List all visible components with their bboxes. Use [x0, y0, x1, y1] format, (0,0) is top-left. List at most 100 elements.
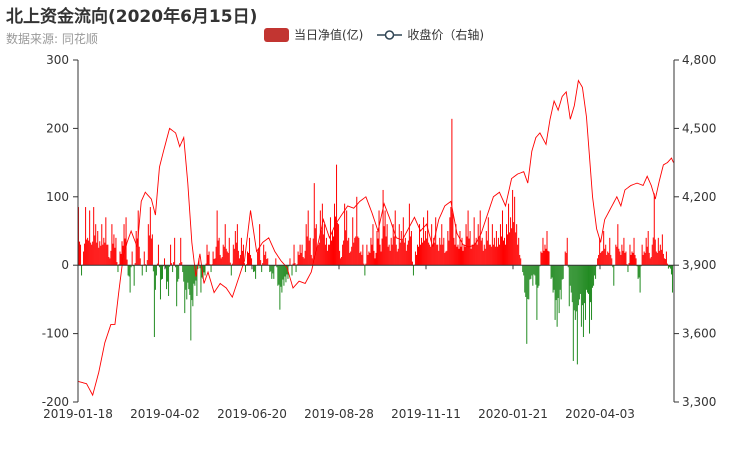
bar-150	[229, 262, 231, 266]
bar-231	[311, 258, 313, 266]
bar-136	[215, 246, 217, 266]
x-tick-label-0: 2019-01-18	[43, 407, 113, 421]
bar-562	[646, 246, 648, 266]
bar-513	[597, 258, 599, 266]
bar-245	[325, 237, 327, 266]
bar-382	[464, 246, 466, 266]
bar-238	[318, 242, 320, 266]
bar-515	[599, 237, 601, 266]
legend-item-bar[interactable]: 当日净值(亿)	[264, 26, 363, 43]
bar-252	[333, 236, 334, 266]
bar-387	[469, 231, 471, 266]
bar-139	[218, 237, 220, 266]
bar-505	[589, 265, 591, 334]
bar-246	[326, 250, 328, 266]
bar-305	[386, 224, 388, 266]
bar-537	[621, 244, 623, 266]
bar-468	[551, 265, 553, 278]
bar-347	[429, 244, 431, 266]
bar-525	[609, 237, 611, 266]
bar-114	[193, 265, 195, 284]
bar-20	[98, 247, 100, 266]
bar-509	[593, 265, 595, 286]
bar-312	[393, 236, 395, 266]
bar-526	[610, 254, 612, 266]
bar-322	[403, 242, 405, 266]
bar-430	[513, 222, 515, 266]
bar-53	[131, 251, 133, 266]
bar-522	[606, 254, 608, 266]
bar-232	[312, 238, 314, 266]
bar-352	[434, 242, 436, 266]
bar-354	[436, 244, 438, 266]
bar-298	[379, 244, 381, 266]
bar-223	[303, 258, 305, 266]
bar-17	[95, 224, 97, 266]
bar-486	[569, 265, 571, 286]
right-tick-label-5: 4,800	[682, 53, 716, 67]
bar-303	[384, 210, 386, 266]
bar-237	[317, 244, 319, 266]
bar-254	[335, 216, 337, 266]
bar-29	[107, 244, 109, 266]
bar-267	[348, 237, 350, 266]
bar-96	[175, 265, 177, 268]
bar-435	[518, 237, 520, 266]
bar-222	[302, 256, 304, 266]
bar-257	[338, 224, 340, 266]
bar-199	[279, 265, 281, 310]
bar-497	[580, 265, 582, 327]
legend-item-line[interactable]: 收盘价（右轴)	[377, 26, 484, 43]
bar-70	[148, 235, 150, 266]
bar-224	[304, 250, 306, 266]
bar-535	[619, 251, 621, 266]
bar-472	[555, 265, 557, 301]
bar-389	[471, 244, 473, 266]
bar-426	[509, 232, 511, 266]
bar-42	[120, 253, 122, 266]
bar-358	[440, 244, 442, 266]
bar-405	[487, 217, 489, 266]
bar-493	[576, 265, 578, 365]
bar-261	[342, 244, 344, 266]
bar-249	[329, 217, 331, 266]
bar-158	[237, 250, 239, 266]
bar-35	[113, 234, 115, 266]
bar-235	[315, 224, 317, 266]
bar-86	[165, 265, 167, 268]
bar-527	[611, 258, 613, 266]
bar-329	[410, 231, 412, 266]
bar-433	[516, 224, 518, 266]
bar-179	[259, 224, 261, 266]
bar-453	[536, 265, 538, 320]
bar-209	[289, 258, 291, 266]
bar-360	[442, 244, 444, 266]
bar-264	[345, 230, 347, 266]
chart-legend: 当日净值(亿) 收盘价（右轴)	[264, 26, 498, 43]
bar-388	[470, 248, 472, 266]
bar-144	[223, 246, 225, 266]
bar-581	[665, 251, 667, 266]
bar-189	[269, 265, 271, 273]
bar-173	[253, 265, 255, 273]
bar-548	[632, 252, 634, 266]
bar-428	[511, 228, 513, 266]
bar-398	[480, 240, 482, 266]
bar-451	[534, 265, 536, 276]
bar-510	[594, 265, 596, 276]
bar-211	[291, 265, 293, 276]
bar-531	[615, 244, 617, 266]
bar-533	[617, 224, 619, 266]
bar-250	[330, 240, 332, 266]
bar-19	[97, 231, 99, 266]
bar-364	[446, 250, 448, 266]
bar-266	[347, 240, 349, 266]
bar-296	[377, 238, 379, 266]
bar-6	[84, 243, 86, 266]
bar-481	[564, 251, 566, 266]
bar-2	[80, 244, 82, 266]
bar-186	[266, 259, 268, 266]
bar-440	[523, 265, 525, 276]
bar-167	[246, 251, 248, 266]
bar-567	[651, 244, 653, 266]
